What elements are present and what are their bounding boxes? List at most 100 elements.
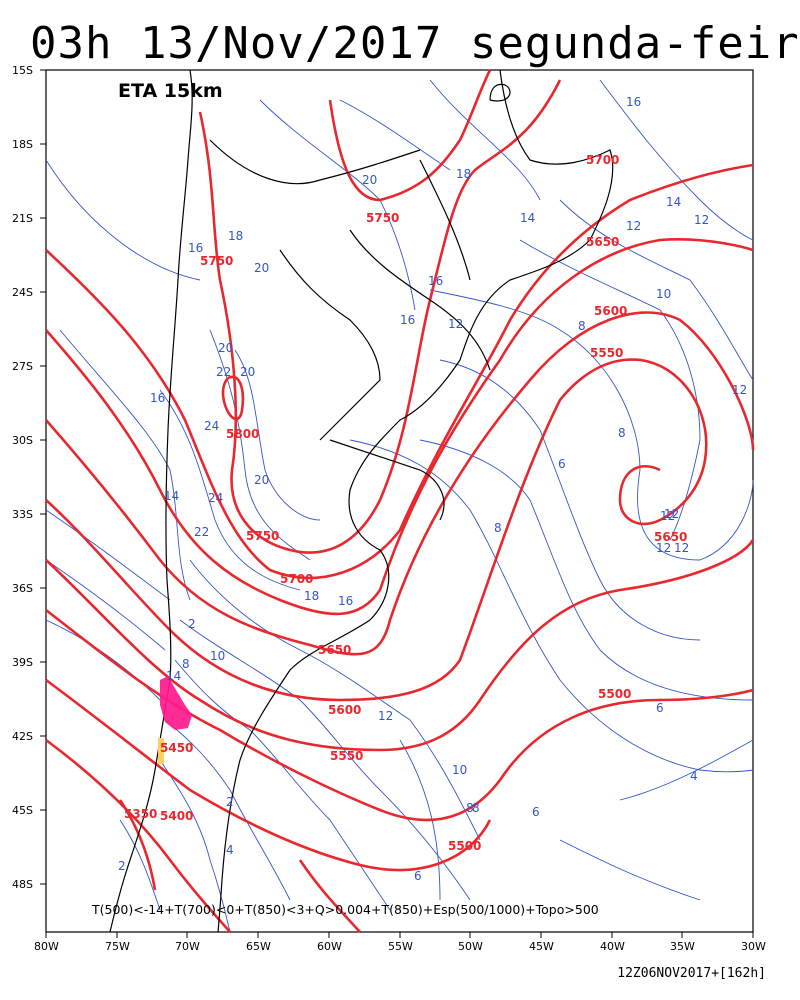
- temp-label: 16: [428, 274, 443, 288]
- temp-label: 20: [254, 261, 269, 275]
- thickness-label: 5650: [318, 643, 351, 657]
- temp-label: 2: [118, 859, 126, 873]
- temp-label: 18: [228, 229, 243, 243]
- thickness-label: 5600: [594, 304, 627, 318]
- temp-label: 12: [656, 541, 671, 555]
- temp-label: 14: [166, 669, 181, 683]
- lat-label: 45S: [12, 804, 33, 817]
- temp-label: 12: [674, 541, 689, 555]
- temp-label: 12: [664, 507, 679, 521]
- temp-label: 14: [164, 489, 179, 503]
- temp-label: 14: [520, 211, 535, 225]
- thickness-label: 5650: [586, 235, 619, 249]
- lat-label: 15S: [12, 64, 33, 77]
- temp-label: 12: [694, 213, 709, 227]
- thickness-label: 5550: [590, 346, 623, 360]
- thickness-label: 5500: [448, 839, 481, 853]
- temp-label: 20: [240, 365, 255, 379]
- temp-label: 6: [414, 869, 422, 883]
- lat-label: 42S: [12, 730, 33, 743]
- thickness-label: 5700: [280, 572, 313, 586]
- temp-label: 20: [362, 173, 377, 187]
- lon-label: 50W: [458, 940, 483, 953]
- map-frame: [45, 69, 754, 933]
- lon-label: 80W: [34, 940, 59, 953]
- temp-label: 6: [656, 701, 664, 715]
- temp-label: 8: [472, 801, 480, 815]
- thickness-label: 5750: [366, 211, 399, 225]
- lat-label: 30S: [12, 434, 33, 447]
- temp-label: 10: [210, 649, 225, 663]
- thickness-label: 5400: [160, 809, 193, 823]
- temp-label: 16: [400, 313, 415, 327]
- temp-label: 12: [378, 709, 393, 723]
- temp-label: 24: [208, 491, 223, 505]
- thickness-label: 5550: [330, 749, 363, 763]
- lat-label: 33S: [12, 508, 33, 521]
- temperature-labels: 16 20 18 14 12 16 18 16 20 20 22 20 16 2…: [118, 95, 747, 883]
- lon-label: 45W: [529, 940, 554, 953]
- legend-text: T(500)<-14+T(700)<0+T(850)<3+Q>0.004+T(8…: [92, 902, 599, 917]
- temp-label: 16: [338, 594, 353, 608]
- temperature-contours: [45, 79, 754, 933]
- temp-label: 8: [618, 426, 626, 440]
- temp-label: 4: [690, 769, 698, 783]
- thickness-label: 5800: [226, 427, 259, 441]
- thickness-label: 5650: [654, 530, 687, 544]
- thickness-labels: 5750 5750 5800 5700 5650 5750 5700 5650 …: [124, 153, 687, 853]
- temp-label: 12: [626, 219, 641, 233]
- temp-label: 8: [466, 801, 474, 815]
- temp-label: 8: [578, 319, 586, 333]
- thickness-label: 5600: [328, 703, 361, 717]
- lon-label: 40W: [600, 940, 625, 953]
- temp-label: 2: [226, 795, 234, 809]
- temp-label: 22: [194, 525, 209, 539]
- lat-label: 39S: [12, 656, 33, 669]
- temp-label: 22: [216, 365, 231, 379]
- temp-label: 10: [452, 763, 467, 777]
- thickness-label: 5750: [246, 529, 279, 543]
- lat-axis: 15S 18S 21S 24S 27S 30S 33S 36S 39S 42S …: [12, 64, 46, 891]
- thickness-label: 5450: [160, 741, 193, 755]
- thickness-contours: [45, 69, 755, 933]
- temp-label: 24: [204, 419, 219, 433]
- snow-risk-area: [158, 676, 192, 764]
- lon-label: 55W: [388, 940, 413, 953]
- temp-label: 16: [626, 95, 641, 109]
- temp-label: 14: [666, 195, 681, 209]
- lon-label: 35W: [670, 940, 695, 953]
- lat-label: 36S: [12, 582, 33, 595]
- run-label: 12Z06NOV2017+[162h]: [617, 966, 766, 981]
- temp-label: 2: [188, 617, 196, 631]
- coastlines: [109, 69, 614, 933]
- temp-label: 18: [304, 589, 319, 603]
- temp-label: 8: [182, 657, 190, 671]
- thickness-label: 5500: [598, 687, 631, 701]
- temp-label: 12: [732, 383, 747, 397]
- temp-label: 18: [456, 167, 471, 181]
- model-label: ETA 15km: [118, 80, 223, 102]
- lat-label: 18S: [12, 138, 33, 151]
- lon-label: 75W: [105, 940, 130, 953]
- lon-label: 30W: [741, 940, 766, 953]
- temp-label: 4: [226, 843, 234, 857]
- temp-label: 8: [494, 521, 502, 535]
- lat-label: 21S: [12, 212, 33, 225]
- map-title: 03h 13/Nov/2017 segunda-feira: [30, 18, 800, 69]
- lon-axis: 80W 75W 70W 65W 60W 55W 50W 45W 40W 35W …: [34, 932, 766, 953]
- thickness-label: 5700: [586, 153, 619, 167]
- lon-label: 65W: [246, 940, 271, 953]
- temp-label: 16: [188, 241, 203, 255]
- lat-label: 48S: [12, 878, 33, 891]
- temp-label: 6: [558, 457, 566, 471]
- temp-label: 6: [532, 805, 540, 819]
- lon-label: 60W: [317, 940, 342, 953]
- temp-label: 20: [254, 473, 269, 487]
- temp-label: 16: [150, 391, 165, 405]
- lat-label: 27S: [12, 360, 33, 373]
- thickness-label: 5750: [200, 254, 233, 268]
- thickness-label: 5350: [124, 807, 157, 821]
- temp-label: 12: [660, 509, 675, 523]
